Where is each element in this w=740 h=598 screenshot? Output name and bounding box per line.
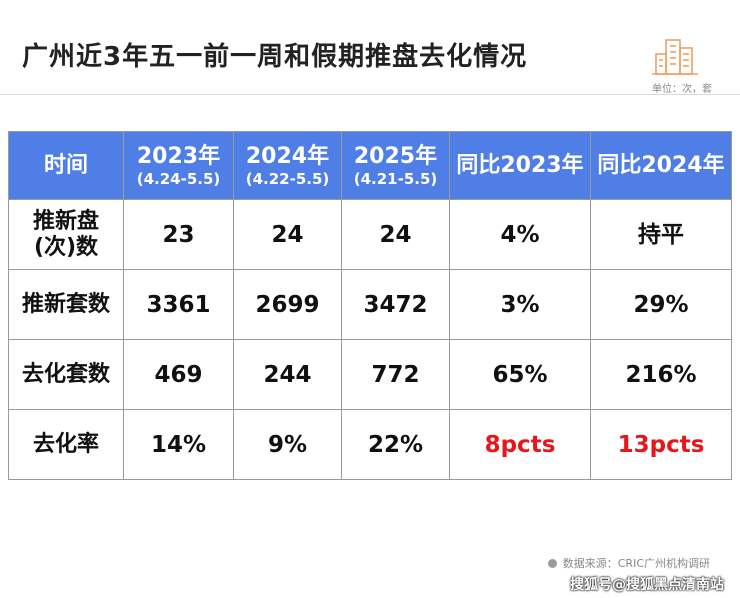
table-cell: 772 — [341, 339, 450, 410]
header-yoy-2024: 同比2024年 — [590, 131, 732, 200]
header-time: 时间 — [8, 131, 124, 200]
credit-watermark: 搜狐号@搜狐黑点清南站 — [570, 577, 724, 593]
row-label: 推新套数 — [8, 269, 124, 340]
table-row: 去化套数 469 244 772 65% 216% — [8, 339, 732, 410]
page-title: 广州近3年五一前一周和假期推盘去化情况 — [22, 42, 528, 72]
table-cell: 469 — [123, 339, 234, 410]
table-cell: 持平 — [590, 199, 732, 270]
data-table: 时间 2023年 (4.24-5.5) 2024年 (4.22-5.5) 2025年… — [8, 131, 732, 480]
table-row: 去化率 14% 9% 22% 8pcts 13pcts — [8, 409, 732, 480]
table-cell: 24 — [233, 199, 342, 270]
header-2024: 2024年 (4.22-5.5) — [233, 131, 342, 200]
header-2025: 2025年 (4.21-5.5) — [341, 131, 450, 200]
table-cell: 4% — [449, 199, 591, 270]
source-text: 数据来源：CRIC广州机构调研 — [562, 557, 710, 570]
divider — [0, 94, 740, 95]
table-cell: 24 — [341, 199, 450, 270]
table-cell: 65% — [449, 339, 591, 410]
table-cell: 22% — [341, 409, 450, 480]
row-label: 推新盘(次)数 — [8, 199, 124, 270]
table-cell: 29% — [590, 269, 732, 340]
table-cell: 9% — [233, 409, 342, 480]
header-2023: 2023年 (4.24-5.5) — [123, 131, 234, 200]
table-cell: 244 — [233, 339, 342, 410]
table-row: 推新盘(次)数 23 24 24 4% 持平 — [8, 199, 732, 270]
bullet-icon — [547, 558, 557, 568]
table-cell: 2699 — [233, 269, 342, 340]
unit-label: 单位：次，套 — [652, 84, 712, 95]
header-yoy-2023: 同比2023年 — [449, 131, 591, 200]
table-cell: 3% — [449, 269, 591, 340]
table-cell: 23 — [123, 199, 234, 270]
table-cell: 3472 — [341, 269, 450, 340]
table-cell-highlight: 8pcts — [449, 409, 591, 480]
table-cell: 216% — [590, 339, 732, 410]
building-icon — [652, 39, 698, 75]
table-cell: 3361 — [123, 269, 234, 340]
row-label: 去化率 — [8, 409, 124, 480]
table-cell-highlight: 13pcts — [590, 409, 732, 480]
data-source: 数据来源：CRIC广州机构调研 — [547, 555, 710, 571]
table-row: 推新套数 3361 2699 3472 3% 29% — [8, 269, 732, 340]
table-cell: 14% — [123, 409, 234, 480]
row-label: 去化套数 — [8, 339, 124, 410]
header-row: 时间 2023年 (4.24-5.5) 2024年 (4.22-5.5) 2025年… — [8, 131, 732, 200]
